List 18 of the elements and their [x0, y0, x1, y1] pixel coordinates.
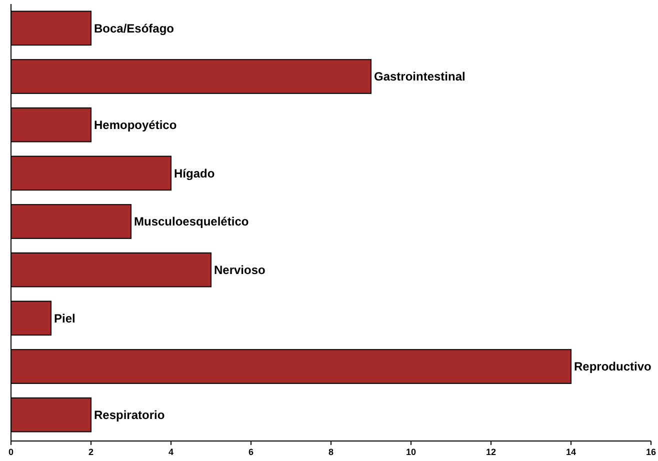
x-tick-label: 8 — [328, 447, 334, 457]
x-tick-label: 10 — [406, 447, 416, 457]
y-tick-label: Reproductivo — [574, 360, 652, 374]
y-tick-label: Piel — [54, 311, 76, 326]
y-tick-label: Hemopoyético — [94, 118, 177, 132]
x-tick-label: 6 — [248, 447, 254, 457]
y-tick-label: Respiratorio — [94, 408, 165, 422]
y-tick-label: Nervioso — [214, 263, 266, 278]
y-tick-label: Boca/Esófago — [94, 21, 174, 36]
y-tick-label: Musculoesquelético — [134, 214, 249, 229]
y-tick-label: Hígado — [174, 166, 215, 180]
y-tick-label: Gastrointestinal — [374, 70, 466, 84]
x-tick-label: 2 — [88, 447, 94, 457]
x-tick-label: 16 — [646, 447, 656, 457]
x-tick-label: 12 — [486, 447, 496, 457]
x-tick-label: 4 — [168, 447, 174, 457]
x-tick-label: 0 — [8, 447, 14, 457]
x-tick-label: 14 — [566, 447, 576, 457]
